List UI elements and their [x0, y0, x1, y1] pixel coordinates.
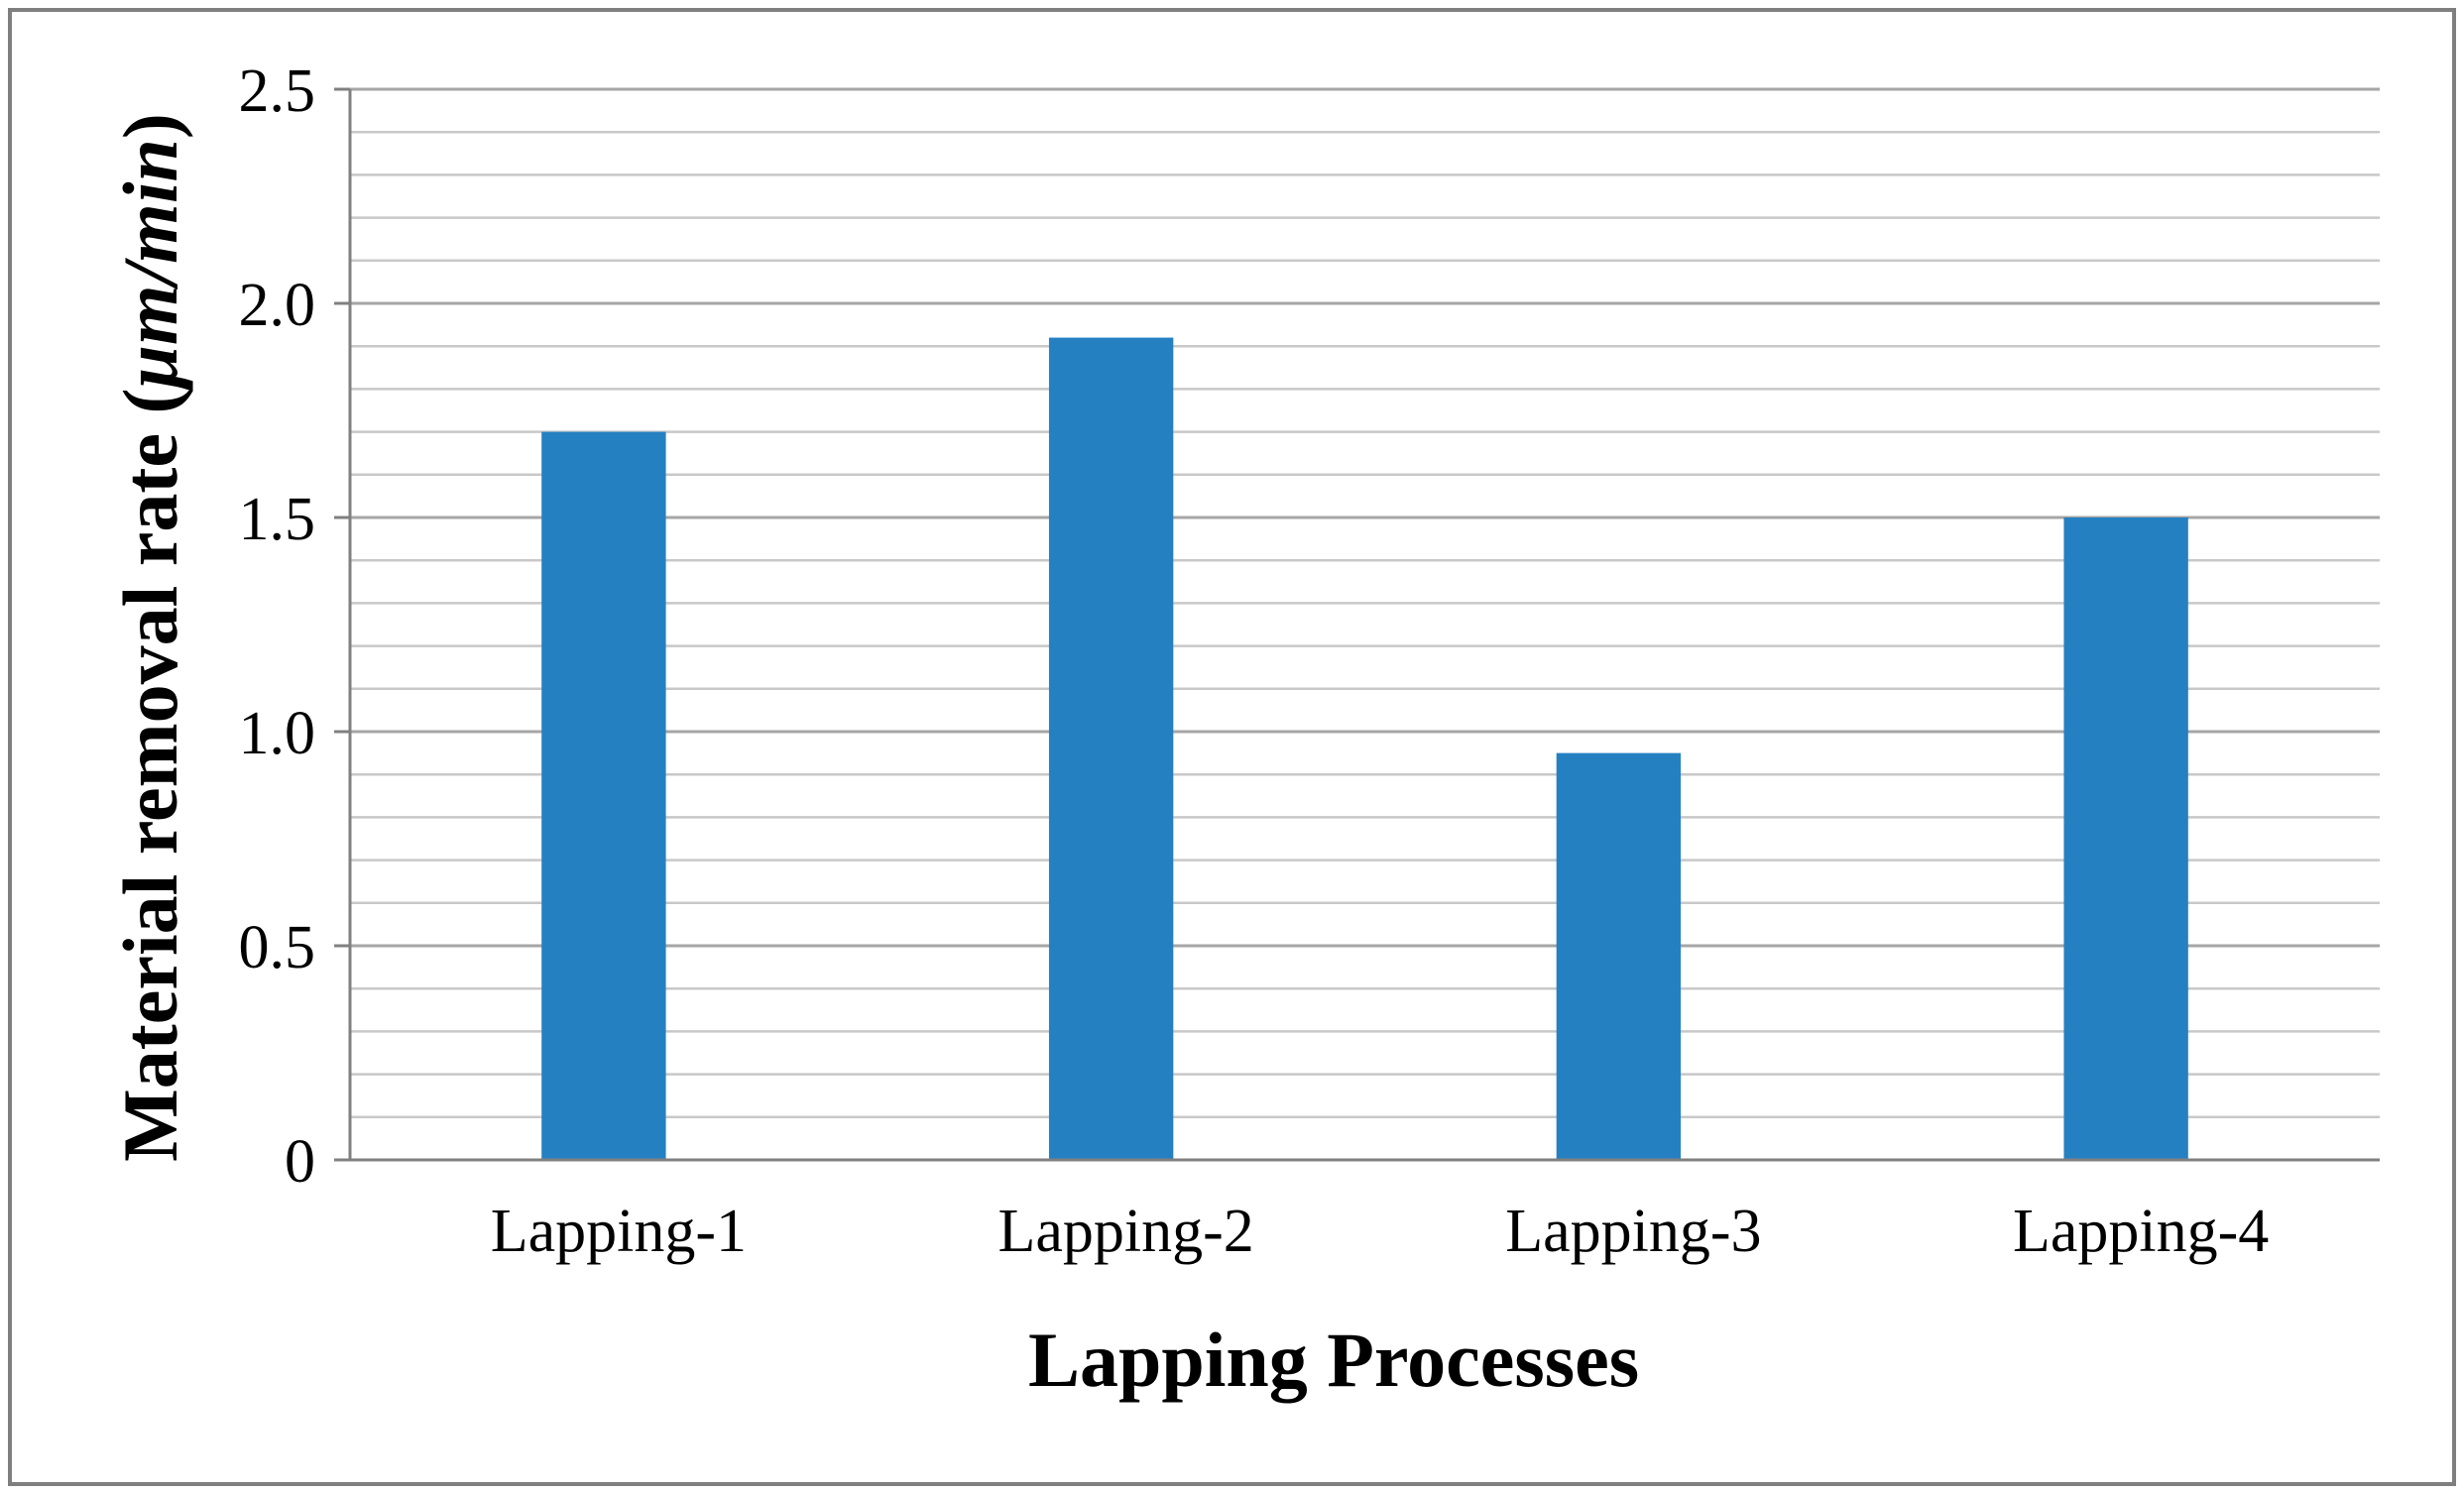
y-axis-title-unit: μm/min — [107, 139, 193, 392]
bar-lapping-4 — [2063, 517, 2188, 1160]
bar-lapping-3 — [1556, 752, 1682, 1160]
y-tick-label: 1.5 — [239, 486, 316, 553]
y-axis-title: Material removal rate (μm/min) — [107, 113, 193, 1162]
x-axis-title: Lapping Processes — [1028, 1317, 1639, 1403]
y-tick-label: 2.0 — [239, 272, 316, 339]
y-tick-label: 2.5 — [239, 57, 316, 125]
x-category-label: Lapping-3 — [1505, 1198, 1761, 1265]
chart-border — [8, 8, 2456, 1486]
y-axis-title-suffix: ) — [107, 113, 193, 139]
x-axis-category-labels: Lapping-1 Lapping-2 Lapping-3 Lapping-4 — [491, 1198, 2270, 1265]
y-axis-tick-labels: 0 0.5 1.0 1.5 2.0 2.5 — [239, 57, 316, 1196]
major-gridlines — [350, 87, 2380, 948]
axes — [334, 87, 2380, 1162]
y-tick-label: 0 — [285, 1128, 315, 1196]
y-axis-title-prefix: Material removal rate ( — [107, 389, 193, 1162]
y-tick-label: 1.0 — [239, 700, 316, 767]
minor-gridlines — [350, 130, 2380, 1119]
y-tick-label: 0.5 — [239, 914, 316, 981]
x-category-label: Lapping-2 — [997, 1198, 1253, 1265]
bars — [541, 337, 2188, 1161]
bar-lapping-2 — [1048, 337, 1174, 1160]
x-category-label: Lapping-1 — [491, 1198, 747, 1265]
x-category-label: Lapping-4 — [2013, 1198, 2269, 1265]
bar-lapping-1 — [541, 431, 666, 1161]
